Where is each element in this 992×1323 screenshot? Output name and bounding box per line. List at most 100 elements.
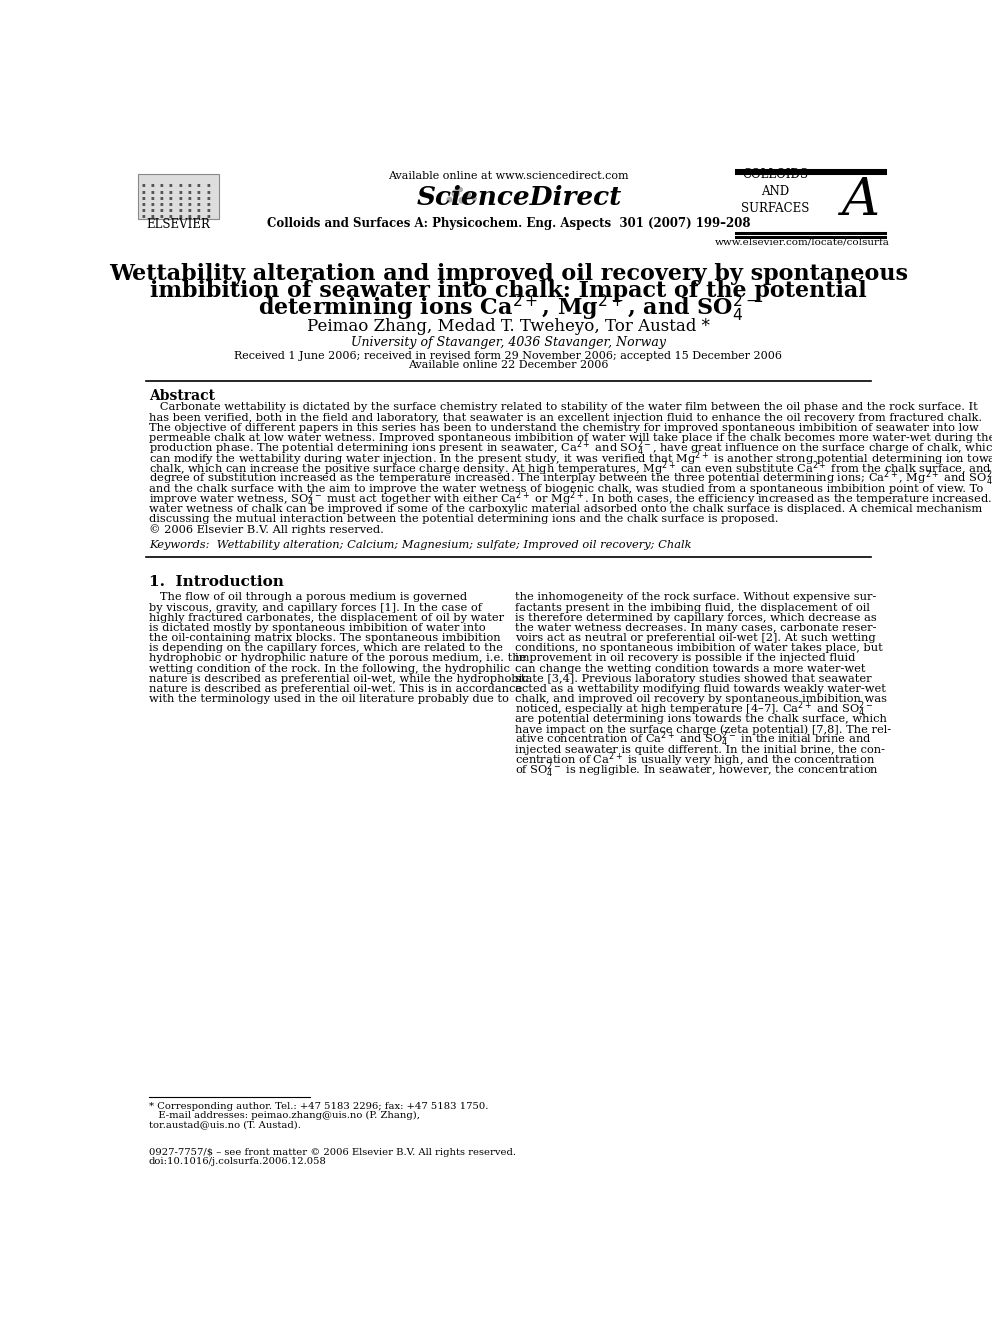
Text: injected seawater is quite different. In the initial brine, the con-: injected seawater is quite different. In… (515, 745, 885, 755)
Text: ▪: ▪ (160, 208, 164, 212)
Text: ▪: ▪ (151, 208, 154, 212)
Text: ▪: ▪ (169, 194, 173, 200)
Text: A: A (841, 175, 879, 226)
Text: conditions, no spontaneous imbibition of water takes place, but: conditions, no spontaneous imbibition of… (515, 643, 882, 654)
Text: the oil-containing matrix blocks. The spontaneous imbibition: the oil-containing matrix blocks. The sp… (149, 632, 500, 643)
Text: can change the wetting condition towards a more water-wet: can change the wetting condition towards… (515, 664, 865, 673)
Text: The flow of oil through a porous medium is governed: The flow of oil through a porous medium … (149, 593, 467, 602)
Text: is dictated mostly by spontaneous imbibition of water into: is dictated mostly by spontaneous imbibi… (149, 623, 485, 632)
Text: 1.  Introduction: 1. Introduction (149, 576, 284, 589)
Text: ▪: ▪ (160, 189, 164, 193)
Text: © 2006 Elsevier B.V. All rights reserved.: © 2006 Elsevier B.V. All rights reserved… (149, 524, 384, 534)
Text: ▪: ▪ (196, 213, 200, 218)
Text: ▪: ▪ (187, 194, 191, 200)
Text: and the chalk surface with the aim to improve the water wetness of biogenic chal: and the chalk surface with the aim to im… (149, 484, 983, 493)
Text: acted as a wettability modifying fluid towards weakly water-wet: acted as a wettability modifying fluid t… (515, 684, 886, 693)
Text: ▪: ▪ (179, 194, 182, 200)
Text: are potential determining ions towards the chalk surface, which: are potential determining ions towards t… (515, 714, 887, 724)
Text: www.elsevier.com/locate/colsurfa: www.elsevier.com/locate/colsurfa (714, 237, 890, 246)
Text: ▪: ▪ (187, 213, 191, 218)
Text: COLLOIDS
AND
SURFACES: COLLOIDS AND SURFACES (741, 168, 809, 214)
Text: ScienceDirect: ScienceDirect (417, 185, 622, 210)
Text: ▪: ▪ (160, 213, 164, 218)
FancyBboxPatch shape (138, 175, 219, 218)
Text: E-mail addresses: peimao.zhang@uis.no (P. Zhang),: E-mail addresses: peimao.zhang@uis.no (P… (149, 1111, 420, 1121)
Text: ▪: ▪ (141, 183, 145, 188)
Text: ▪: ▪ (187, 189, 191, 193)
Circle shape (447, 197, 451, 202)
Text: ▪: ▪ (141, 194, 145, 200)
Text: is therefore determined by capillary forces, which decrease as: is therefore determined by capillary for… (515, 613, 876, 623)
Text: the inhomogeneity of the rock surface. Without expensive sur-: the inhomogeneity of the rock surface. W… (515, 593, 876, 602)
Text: ELSEVIER: ELSEVIER (146, 218, 210, 232)
Text: ▪: ▪ (187, 201, 191, 206)
Text: by viscous, gravity, and capillary forces [1]. In the case of: by viscous, gravity, and capillary force… (149, 602, 482, 613)
Text: determining ions Ca$^{2+}$, Mg$^{2+}$, and SO$_4^{2-}$: determining ions Ca$^{2+}$, Mg$^{2+}$, a… (258, 292, 759, 324)
Text: ▪: ▪ (160, 183, 164, 188)
Text: Peimao Zhang, Medad T. Tweheyo, Tor Austad *: Peimao Zhang, Medad T. Tweheyo, Tor Aust… (307, 318, 710, 335)
Text: ▪: ▪ (206, 201, 210, 206)
Text: Wettability alteration and improved oil recovery by spontaneous: Wettability alteration and improved oil … (109, 263, 908, 286)
Text: voirs act as neutral or preferential oil-wet [2]. At such wetting: voirs act as neutral or preferential oil… (515, 632, 875, 643)
Text: ▪: ▪ (196, 189, 200, 193)
Text: degree of substitution increased as the temperature increased. The interplay bet: degree of substitution increased as the … (149, 468, 992, 488)
Circle shape (459, 197, 464, 202)
Text: Carbonate wettability is dictated by the surface chemistry related to stability : Carbonate wettability is dictated by the… (149, 402, 977, 413)
Text: wetting condition of the rock. In the following, the hydrophilic: wetting condition of the rock. In the fo… (149, 664, 510, 673)
Text: * Corresponding author. Tel.: +47 5183 2296; fax: +47 5183 1750.: * Corresponding author. Tel.: +47 5183 2… (149, 1102, 488, 1111)
Text: water wetness of chalk can be improved if some of the carboxylic material adsorb: water wetness of chalk can be improved i… (149, 504, 982, 515)
Text: hydrophobic or hydrophilic nature of the porous medium, i.e. the: hydrophobic or hydrophilic nature of the… (149, 654, 526, 663)
Circle shape (466, 193, 470, 197)
Text: Colloids and Surfaces A: Physicochem. Eng. Aspects  301 (2007) 199–208: Colloids and Surfaces A: Physicochem. En… (267, 217, 750, 230)
Text: noticed, especially at high temperature [4–7]. Ca$^{2+}$ and SO$_4^{2-}$: noticed, especially at high temperature … (515, 700, 873, 718)
Circle shape (452, 191, 459, 197)
Text: ▪: ▪ (196, 208, 200, 212)
Text: ▪: ▪ (169, 183, 173, 188)
Text: ▪: ▪ (151, 189, 154, 193)
Text: ▪: ▪ (206, 183, 210, 188)
Text: nature is described as preferential oil-wet, while the hydrophobic: nature is described as preferential oil-… (149, 673, 529, 684)
Text: highly fractured carbonates, the displacement of oil by water: highly fractured carbonates, the displac… (149, 613, 504, 623)
Text: ▪: ▪ (206, 213, 210, 218)
Text: ▪: ▪ (206, 194, 210, 200)
Text: chalk, which can increase the positive surface charge density. At high temperatu: chalk, which can increase the positive s… (149, 459, 992, 478)
Text: imbibition of seawater into chalk: Impact of the potential: imbibition of seawater into chalk: Impac… (150, 280, 867, 302)
Text: ▪: ▪ (151, 194, 154, 200)
Text: Received 1 June 2006; received in revised form 29 November 2006; accepted 15 Dec: Received 1 June 2006; received in revise… (234, 351, 783, 361)
Text: ▪: ▪ (187, 208, 191, 212)
Text: of SO$_4^{2-}$ is negligible. In seawater, however, the concentration: of SO$_4^{2-}$ is negligible. In seawate… (515, 761, 879, 781)
Text: centration of Ca$^{2+}$ is usually very high, and the concentration: centration of Ca$^{2+}$ is usually very … (515, 750, 875, 769)
Text: tor.austad@uis.no (T. Austad).: tor.austad@uis.no (T. Austad). (149, 1121, 301, 1130)
Text: Available online 22 December 2006: Available online 22 December 2006 (408, 360, 609, 370)
Text: with the terminology used in the oil literature probably due to: with the terminology used in the oil lit… (149, 695, 509, 704)
Text: factants present in the imbibing fluid, the displacement of oil: factants present in the imbibing fluid, … (515, 602, 869, 613)
Text: Keywords:  Wettability alteration; Calcium; Magnesium; sulfate; Improved oil rec: Keywords: Wettability alteration; Calciu… (149, 540, 691, 550)
Text: ▪: ▪ (196, 194, 200, 200)
Text: have impact on the surface charge (zeta potential) [7,8]. The rel-: have impact on the surface charge (zeta … (515, 724, 891, 734)
Text: ▪: ▪ (169, 201, 173, 206)
Text: ▪: ▪ (206, 189, 210, 193)
Text: chalk, and improved oil recovery by spontaneous imbibition was: chalk, and improved oil recovery by spon… (515, 695, 887, 704)
Text: ▪: ▪ (179, 189, 182, 193)
Text: discussing the mutual interaction between the potential determining ions and the: discussing the mutual interaction betwee… (149, 515, 779, 524)
Text: ▪: ▪ (169, 189, 173, 193)
Text: ▪: ▪ (151, 183, 154, 188)
Text: production phase. The potential determining ions present in seawater, Ca$^{2+}$ : production phase. The potential determin… (149, 438, 992, 458)
Text: can modify the wettability during water injection. In the present study, it was : can modify the wettability during water … (149, 448, 992, 467)
Text: doi:10.1016/j.colsurfa.2006.12.058: doi:10.1016/j.colsurfa.2006.12.058 (149, 1156, 326, 1166)
Text: permeable chalk at low water wetness. Improved spontaneous imbibition of water w: permeable chalk at low water wetness. Im… (149, 433, 992, 443)
Text: improvement in oil recovery is possible if the injected fluid: improvement in oil recovery is possible … (515, 654, 855, 663)
Circle shape (458, 188, 462, 192)
Text: state [3,4]. Previous laboratory studies showed that seawater: state [3,4]. Previous laboratory studies… (515, 673, 871, 684)
Text: ▪: ▪ (151, 213, 154, 218)
Text: ▪: ▪ (160, 201, 164, 206)
Text: 0927-7757/$ – see front matter © 2006 Elsevier B.V. All rights reserved.: 0927-7757/$ – see front matter © 2006 El… (149, 1147, 516, 1156)
Text: ▪: ▪ (141, 213, 145, 218)
Text: ▪: ▪ (141, 189, 145, 193)
Text: Abstract: Abstract (149, 389, 215, 404)
Text: ▪: ▪ (160, 194, 164, 200)
Text: is depending on the capillary forces, which are related to the: is depending on the capillary forces, wh… (149, 643, 503, 654)
Text: The objective of different papers in this series has been to understand the chem: The objective of different papers in thi… (149, 423, 978, 433)
Text: ▪: ▪ (179, 201, 182, 206)
Text: Available online at www.sciencedirect.com: Available online at www.sciencedirect.co… (388, 171, 629, 181)
